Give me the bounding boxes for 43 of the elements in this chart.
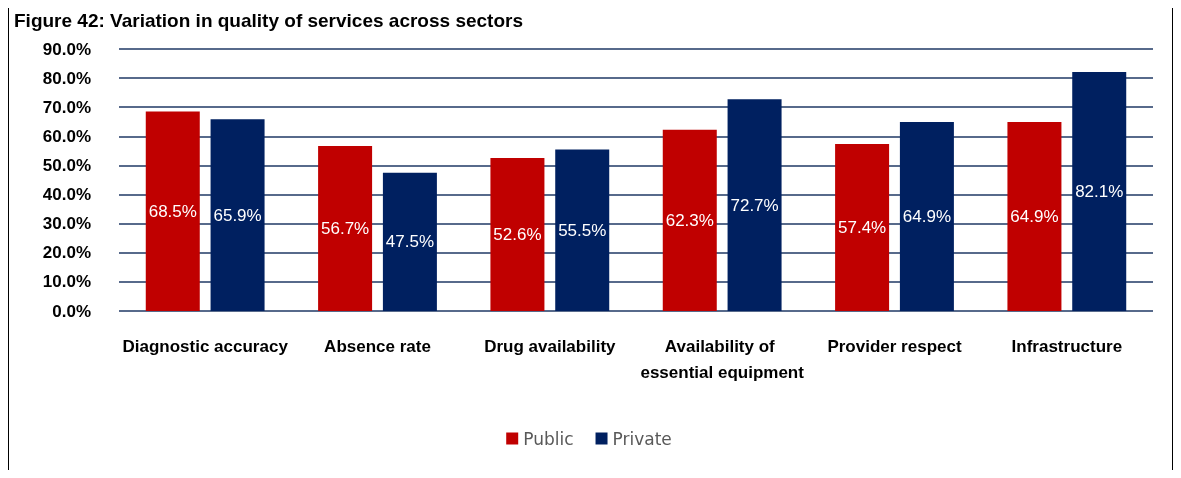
bar	[555, 149, 610, 311]
bar	[662, 129, 717, 311]
bar	[1007, 122, 1062, 311]
bar	[899, 122, 954, 311]
data-label: 82.1%	[1075, 182, 1124, 201]
data-label: 52.6%	[493, 224, 542, 244]
y-tick-label: 90.0%	[42, 39, 91, 59]
data-label: 55.5%	[558, 220, 607, 240]
y-tick-label: 60.0%	[42, 126, 91, 146]
data-label: 65.9%	[213, 205, 262, 225]
data-label: 56.7%	[321, 218, 370, 238]
y-tick-label: 10.0%	[42, 272, 91, 292]
bar	[835, 143, 890, 311]
legend-label: Public	[523, 428, 574, 449]
data-label: 64.9%	[902, 207, 951, 227]
y-tick-label: 70.0%	[42, 97, 91, 117]
y-tick-label: 20.0%	[42, 243, 91, 263]
bar	[145, 111, 200, 311]
bar	[490, 157, 545, 311]
x-tick-label: Infrastructure	[1011, 336, 1123, 356]
x-tick-label: Diagnostic accuracy	[122, 336, 289, 356]
data-label: 68.5%	[148, 201, 197, 221]
chart-title: Figure 42: Variation in quality of services across sectors	[14, 10, 523, 31]
x-tick-label: Absence rate	[324, 336, 431, 356]
y-tick-label: 50.0%	[42, 155, 91, 175]
y-tick-label: 30.0%	[42, 214, 91, 234]
bar	[1072, 72, 1127, 311]
data-label: 62.3%	[665, 210, 714, 230]
x-tick-label: Drug availability	[484, 336, 617, 356]
bar	[727, 99, 782, 311]
bar	[318, 145, 373, 311]
data-label: 57.4%	[838, 217, 887, 237]
bar	[210, 119, 265, 311]
y-tick-label: 80.0%	[42, 68, 91, 88]
data-label: 47.5%	[385, 232, 434, 252]
legend-label: Private	[612, 428, 672, 449]
data-label: 72.7%	[730, 195, 779, 215]
x-tick-label: Availability of essential equipment	[640, 336, 805, 382]
x-tick-label: Provider respect	[827, 336, 962, 356]
y-tick-label: 40.0%	[42, 185, 91, 205]
data-label: 64.9%	[1010, 207, 1059, 227]
bar	[382, 172, 437, 311]
y-tick-label: 0.0%	[52, 301, 91, 321]
